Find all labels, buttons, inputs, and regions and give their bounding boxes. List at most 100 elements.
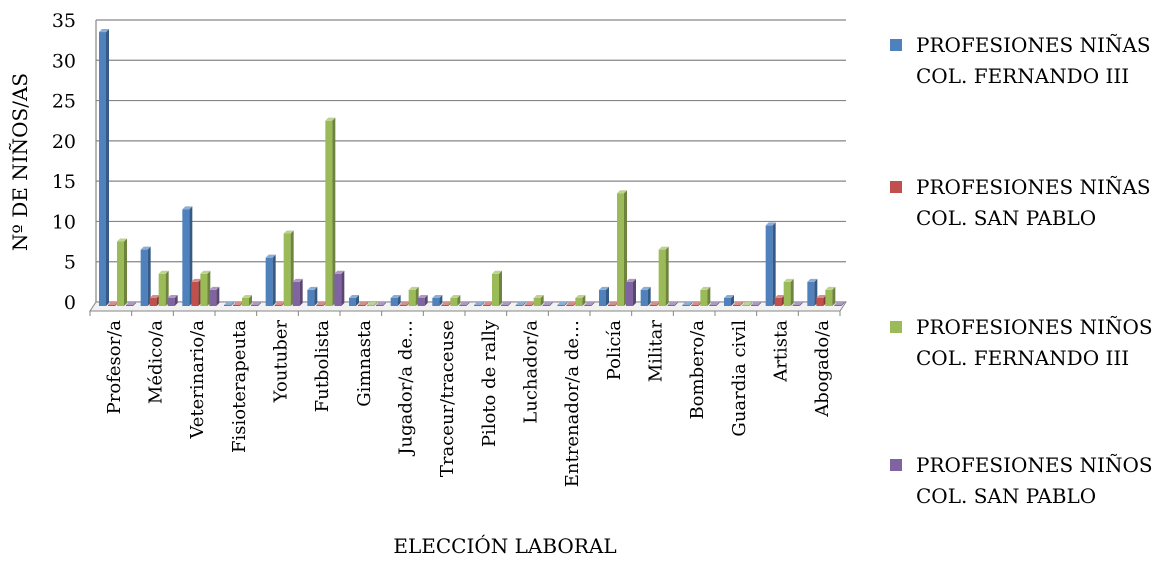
- bar-top: [367, 302, 377, 305]
- bar-front: [533, 297, 541, 306]
- x-tick-label: Traceur/traceuse: [437, 320, 458, 477]
- bar-front: [649, 305, 657, 306]
- bar: [140, 246, 151, 306]
- bar-front: [483, 305, 490, 306]
- bar: [417, 294, 428, 306]
- bar-side: [624, 190, 627, 306]
- y-tick-label: 25: [52, 91, 76, 113]
- bar-front: [283, 233, 291, 306]
- legend-label: PROFESIONES NIÑOS COL. SAN PABLO: [916, 453, 1153, 508]
- bar-top: [108, 302, 118, 305]
- bar-front: [825, 289, 833, 306]
- bar-top: [233, 302, 243, 305]
- bar-side: [147, 246, 151, 306]
- bar: [816, 294, 827, 306]
- bar-top: [783, 278, 794, 282]
- bar-front: [408, 289, 416, 306]
- bar-side: [674, 302, 678, 306]
- x-tick-label: Luchador/a: [521, 320, 542, 424]
- bar: [149, 294, 160, 306]
- bar-side: [564, 302, 568, 306]
- bar-front: [557, 305, 565, 306]
- bar: [807, 278, 818, 306]
- bar: [751, 302, 761, 306]
- bar: [182, 206, 193, 306]
- bar: [358, 302, 368, 306]
- bar: [774, 294, 785, 306]
- bar-front: [417, 297, 425, 306]
- bar-top: [724, 294, 734, 298]
- bar-top: [459, 302, 470, 305]
- bar-side: [374, 302, 377, 306]
- bar: [224, 302, 234, 306]
- bar-side: [424, 294, 428, 306]
- x-tick-label: Policía: [604, 320, 625, 381]
- bar-front: [209, 289, 217, 306]
- bar-front: [807, 281, 815, 306]
- bar-top: [126, 302, 136, 305]
- bar-top: [816, 294, 827, 298]
- bar-front: [390, 297, 398, 306]
- bar-side: [189, 206, 193, 306]
- bar-front: [834, 305, 842, 306]
- bar-front: [316, 305, 324, 306]
- bar-front: [733, 305, 740, 306]
- bar-front: [599, 289, 606, 306]
- bar-top: [751, 302, 761, 305]
- bar-top: [774, 294, 785, 298]
- bar-top: [658, 246, 669, 250]
- bar-side: [707, 286, 711, 306]
- bar-side: [124, 238, 127, 306]
- bar-front: [233, 305, 240, 306]
- bar-front: [158, 273, 166, 306]
- bar-top: [557, 302, 568, 305]
- bar-side: [633, 278, 636, 306]
- bar-front: [242, 297, 249, 306]
- bar-top: [334, 270, 345, 274]
- y-tick-label: 20: [52, 131, 76, 153]
- bar-top: [182, 206, 193, 210]
- bar-top: [825, 286, 836, 290]
- bar-top: [209, 286, 220, 290]
- bar: [167, 294, 178, 306]
- bar-front: [617, 193, 624, 306]
- x-tick-label: Militar: [646, 320, 667, 383]
- bar-side: [356, 294, 359, 306]
- bar-front: [126, 305, 133, 306]
- bar-front: [99, 32, 106, 307]
- bar-side: [591, 302, 595, 306]
- bar-side: [341, 270, 345, 306]
- bar: [783, 278, 794, 306]
- bar-front: [367, 305, 374, 306]
- x-tick-label: Médico/a: [146, 320, 167, 404]
- bar-front: [325, 120, 333, 306]
- bar-side: [540, 294, 544, 306]
- bar-side: [365, 302, 368, 306]
- bar-front: [200, 273, 208, 306]
- bar-front: [349, 297, 356, 306]
- bar-front: [182, 209, 190, 306]
- bar-side: [499, 270, 502, 306]
- bar-top: [649, 302, 660, 305]
- bar: [474, 302, 484, 306]
- bar: [117, 238, 127, 306]
- bar-top: [474, 302, 484, 305]
- bar-front: [584, 305, 592, 306]
- x-tick-label: Futbolista: [312, 320, 333, 413]
- bar-top: [765, 222, 776, 226]
- bar-top: [349, 294, 359, 298]
- bar-side: [772, 222, 776, 306]
- bar-top: [265, 254, 276, 258]
- bar-front: [191, 281, 199, 306]
- bar: [265, 254, 276, 306]
- bar: [334, 270, 345, 306]
- bar: [542, 302, 553, 306]
- bar-side: [165, 270, 169, 306]
- bar-front: [667, 305, 675, 306]
- bar: [432, 294, 443, 306]
- bar-front: [515, 305, 523, 306]
- bar-side: [522, 302, 526, 306]
- legend-swatch: [890, 39, 902, 51]
- x-tick-label: Entrenador/a de…: [562, 320, 583, 487]
